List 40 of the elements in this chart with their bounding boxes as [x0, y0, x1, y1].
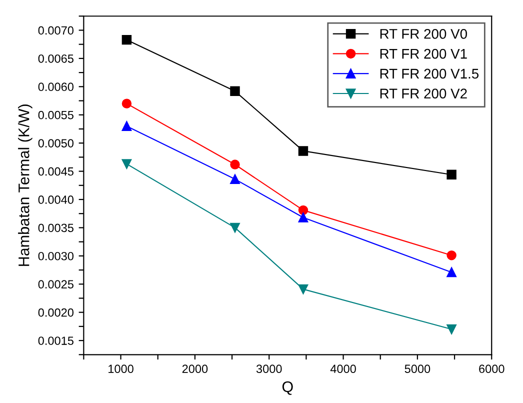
- point: [122, 34, 132, 45]
- point: [230, 86, 240, 96]
- y-tick-label: 0.0055: [38, 110, 74, 120]
- y-tick-label: 0.0020: [38, 308, 74, 317]
- x-tick-label: 2000: [182, 364, 208, 374]
- legend-label: RT FR 200 V1: [380, 48, 467, 59]
- point: [298, 146, 308, 156]
- point: [446, 267, 456, 278]
- point: [298, 212, 308, 222]
- x-tick-label: 3000: [256, 364, 282, 374]
- y-tick-label: 0.0040: [38, 196, 74, 204]
- point: [230, 222, 240, 233]
- point: [298, 284, 308, 294]
- legend-label: RT FR 200 V2: [380, 88, 467, 98]
- x-tick-label: 1000: [108, 364, 134, 374]
- y-tick-label: 0.0035: [38, 224, 74, 232]
- x-tick-label: 5000: [404, 364, 430, 374]
- y-tick-label: 0.0025: [38, 280, 74, 289]
- x-tick-label: 6000: [479, 364, 504, 374]
- y-tick-label: 0.0060: [38, 82, 74, 92]
- point: [122, 98, 132, 108]
- y-tick-label: 0.0015: [38, 336, 74, 345]
- x-axis-title: Q: [282, 381, 293, 395]
- y-tick-label: 0.0030: [38, 252, 74, 260]
- y-tick-label: 0.0070: [38, 26, 74, 35]
- point: [122, 121, 132, 131]
- point: [298, 205, 308, 216]
- point: [122, 159, 132, 169]
- y-tick-label: 0.0045: [38, 167, 74, 176]
- point: [446, 250, 456, 260]
- point: [230, 174, 240, 184]
- y-tick-label: 0.0050: [38, 139, 74, 148]
- x-tick-label: 4000: [330, 364, 356, 374]
- legend-label: RT FR 200 V1.5: [380, 68, 479, 79]
- point: [446, 324, 456, 334]
- point: [230, 160, 240, 170]
- point: [446, 170, 456, 180]
- y-tick-label: 0.0065: [38, 54, 74, 63]
- y-axis-title: Hambatan Termal (K/W): [18, 104, 32, 266]
- legend-label: RT FR 200 V0: [380, 28, 467, 39]
